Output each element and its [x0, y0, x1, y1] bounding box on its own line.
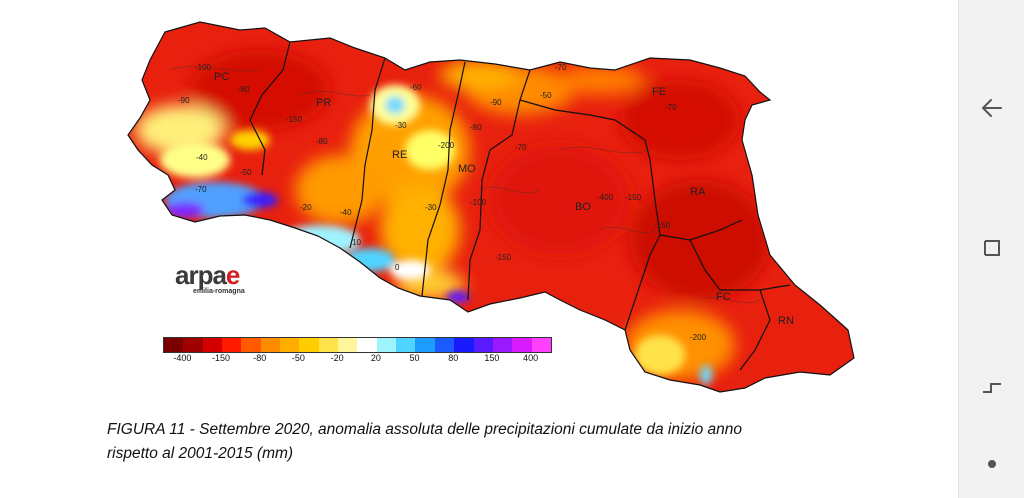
- legend-swatch: [260, 338, 281, 352]
- contour-label: -200: [690, 333, 707, 342]
- legend-tick-label: -20: [330, 353, 344, 363]
- contour-label: -80: [238, 85, 250, 94]
- legend-swatch: [512, 338, 532, 352]
- contour-label: -40: [340, 208, 352, 217]
- legend-swatch: [357, 338, 377, 352]
- image-viewer: PC PR RE MO BO FE RA FC RN -100 -80 -90 …: [107, 21, 867, 466]
- caption-line-2: rispetto al 2001-2015 (mm): [107, 445, 294, 462]
- contour-label: -70: [665, 103, 677, 112]
- legend-swatch: [164, 338, 184, 352]
- contour-label: -90: [178, 96, 190, 105]
- contour-label: -150: [654, 221, 671, 230]
- legend-swatch: [473, 338, 493, 352]
- legend-swatch: [454, 338, 474, 352]
- dot-icon: [988, 460, 996, 468]
- logo-subtitle: emilia-romagna: [193, 288, 245, 295]
- legend-tick-label: 150: [484, 353, 500, 363]
- legend-swatch: [338, 338, 358, 352]
- logo-wordmark: arpae: [175, 260, 240, 290]
- contour-label: 0: [395, 263, 400, 272]
- contour-label: -50: [540, 91, 552, 100]
- back-button[interactable]: [972, 88, 1012, 128]
- android-navigation-bar: [958, 0, 1024, 498]
- contour-label: -200: [438, 141, 455, 150]
- legend-swatch: [241, 338, 261, 352]
- contour-label: -50: [240, 168, 252, 177]
- region-label-fe: FE: [652, 86, 666, 98]
- caption-line-1: FIGURA 11 - Settembre 2020, anomalia ass…: [107, 421, 742, 438]
- contour-label: 10: [352, 238, 361, 247]
- region-label-bo: BO: [575, 201, 591, 213]
- legend-tick-label: -80: [253, 353, 267, 363]
- legend-tick-label: -400: [173, 353, 192, 363]
- legend-swatch: [299, 338, 319, 352]
- home-icon: [983, 383, 1001, 393]
- contour-label: -100: [470, 198, 487, 207]
- figure-caption: FIGURA 11 - Settembre 2020, anomalia ass…: [107, 418, 867, 466]
- legend-swatch: [531, 338, 551, 352]
- contour-label: -80: [316, 137, 328, 146]
- legend-swatch: [434, 338, 455, 352]
- legend-swatch: [222, 338, 242, 352]
- contour-label: -90: [490, 98, 502, 107]
- legend-tick-label: 50: [409, 353, 420, 363]
- legend-swatch: [183, 338, 203, 352]
- province-borders: [127, 21, 855, 393]
- region-label-ra: RA: [690, 186, 706, 198]
- recent-apps-button[interactable]: [972, 228, 1012, 268]
- home-button[interactable]: [972, 368, 1012, 408]
- back-arrow-icon: [982, 99, 1002, 117]
- legend-tick-label: 400: [523, 353, 539, 363]
- arpae-logo: arpae emilia-romagna: [175, 262, 255, 306]
- contour-label: -400: [597, 193, 614, 202]
- precipitation-anomaly-map: PC PR RE MO BO FE RA FC RN -100 -80 -90 …: [127, 21, 855, 393]
- legend-tick-label: -150: [212, 353, 231, 363]
- legend-swatch: [280, 338, 300, 352]
- legend-swatch: [376, 338, 397, 352]
- region-label-re: RE: [392, 149, 407, 161]
- legend-tick-labels: -400 -150 -80 -50 -20 20 50 80 150 400: [163, 353, 550, 365]
- legend-tick-label: -50: [291, 353, 305, 363]
- contour-label: -40: [196, 153, 208, 162]
- contour-label: -150: [495, 253, 512, 262]
- assistant-button[interactable]: [972, 444, 1012, 484]
- contour-label: -70: [515, 143, 527, 152]
- legend-tick-label: 20: [370, 353, 381, 363]
- contour-label: -30: [425, 203, 437, 212]
- region-label-pr: PR: [316, 97, 331, 109]
- legend-swatch: [202, 338, 223, 352]
- contour-label: -80: [470, 123, 482, 132]
- contour-label: -70: [195, 185, 207, 194]
- region-label-rn: RN: [778, 315, 794, 327]
- contour-label: -150: [286, 115, 303, 124]
- color-legend: [163, 337, 552, 353]
- contour-label: -150: [625, 193, 642, 202]
- legend-swatch: [396, 338, 416, 352]
- contour-label: -100: [195, 63, 212, 72]
- legend-swatch: [492, 338, 513, 352]
- contour-label: -30: [395, 121, 407, 130]
- region-label-pc: PC: [214, 71, 229, 83]
- contour-label: -60: [410, 83, 422, 92]
- contour-label: -70: [555, 63, 567, 72]
- legend-tick-label: 80: [448, 353, 459, 363]
- legend-swatch: [318, 338, 339, 352]
- region-label-fc: FC: [716, 291, 731, 303]
- contour-label: -20: [300, 203, 312, 212]
- region-label-mo: MO: [458, 163, 476, 175]
- legend-swatch: [415, 338, 435, 352]
- recent-apps-icon: [984, 240, 1000, 256]
